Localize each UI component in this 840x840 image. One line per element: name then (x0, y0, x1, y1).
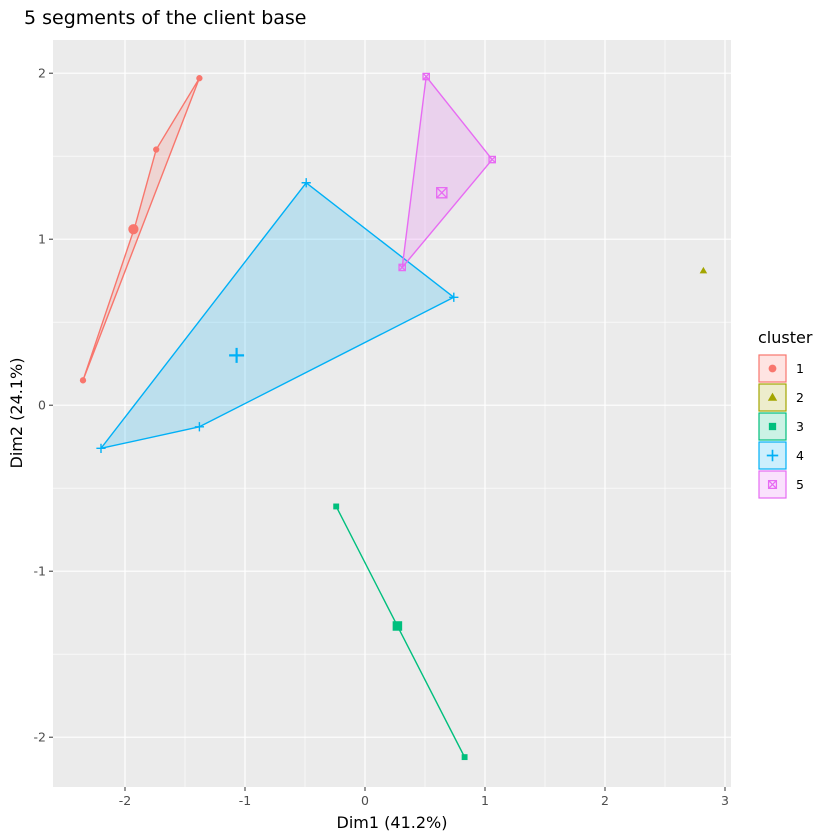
cluster-1-point (79, 377, 87, 384)
legend-item-1: 1 (758, 354, 804, 383)
y-axis-ticks: -2 -1 0 1 2 (34, 66, 53, 745)
x-tick-label: 3 (721, 793, 729, 808)
cluster-2-point (699, 266, 708, 274)
cluster-4-point (96, 443, 106, 453)
x-tick-label: 2 (601, 793, 609, 808)
cluster-4-point (194, 422, 205, 432)
legend-item-4: 4 (758, 441, 804, 470)
cluster-4-point (301, 178, 311, 188)
y-tick-label: 0 (38, 398, 46, 413)
legend: cluster 1 2 3 4 5 (758, 328, 813, 499)
y-axis-title: Dim2 (24.1%) (7, 358, 26, 469)
cluster-5-hull (401, 75, 493, 269)
cluster-points (79, 72, 708, 761)
cluster-4-point (449, 292, 459, 302)
legend-marker (766, 449, 779, 462)
x-tick-label: 1 (481, 793, 489, 808)
legend-label: 3 (796, 419, 804, 434)
legend-label: 4 (796, 448, 804, 463)
x-tick-label: -1 (239, 793, 251, 808)
legend-label: 1 (796, 361, 804, 376)
legend-label: 2 (796, 390, 804, 405)
y-tick-label: 2 (38, 66, 46, 81)
legend-item-2: 2 (758, 383, 804, 412)
legend-marker (767, 479, 778, 490)
grid-lines (53, 40, 731, 787)
legend-item-5: 5 (758, 470, 804, 499)
cluster-4-center (229, 347, 245, 363)
y-tick-label: -2 (34, 730, 46, 745)
cluster-3-hull (335, 506, 466, 758)
cluster-5-center (436, 186, 448, 199)
chart-title: 5 segments of the client base (24, 7, 307, 29)
cluster-1-point (196, 75, 203, 82)
x-axis-ticks: -2 -1 0 1 2 3 (119, 787, 729, 808)
y-tick-label: -1 (34, 564, 46, 579)
x-axis-title: Dim1 (41.2%) (337, 813, 448, 832)
cluster-5-point (398, 263, 406, 272)
cluster-5-point (422, 72, 430, 81)
cluster-3-point (461, 754, 468, 761)
cluster-5-point (488, 155, 496, 164)
cluster-1-center (128, 224, 139, 235)
legend-marker (768, 422, 777, 431)
legend-marker (768, 364, 777, 373)
legend-title: cluster (758, 328, 813, 347)
legend-item-3: 3 (758, 412, 804, 441)
x-tick-label: 0 (361, 793, 369, 808)
legend-label: 5 (796, 477, 804, 492)
cluster-3-center (392, 621, 403, 631)
cluster-3-point (333, 503, 340, 510)
y-tick-label: 1 (38, 232, 46, 247)
legend-marker (767, 392, 778, 401)
x-tick-label: -2 (119, 793, 131, 808)
cluster-1-point (153, 146, 160, 153)
